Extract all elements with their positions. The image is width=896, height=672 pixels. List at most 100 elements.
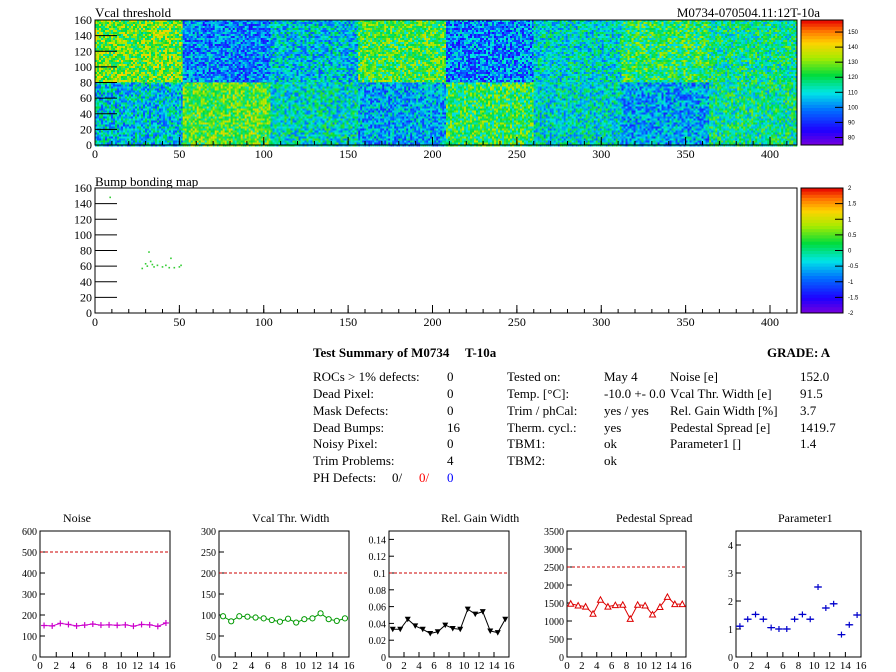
heatmap-cell — [188, 32, 191, 34]
heatmap-cell — [362, 24, 365, 26]
heatmap-cell — [171, 44, 173, 46]
heatmap-cell — [206, 32, 209, 34]
heatmap-cell — [292, 20, 295, 22]
heatmap-cell — [338, 60, 341, 62]
heatmap-cell — [440, 32, 443, 34]
heatmap-cell — [336, 32, 339, 34]
heatmap-cell — [314, 74, 317, 76]
heatmap-cell — [256, 68, 259, 70]
heatmap-cell — [336, 34, 339, 36]
heatmap-cell — [184, 68, 187, 70]
heatmap-cell — [356, 28, 359, 30]
heatmap-cell — [316, 68, 319, 70]
heatmap-cell — [139, 56, 141, 58]
heatmap-cell — [314, 22, 317, 24]
heatmap-cell — [338, 52, 341, 54]
heatmap-cell — [204, 36, 207, 38]
heatmap-cell — [388, 20, 391, 22]
heatmap-cell — [310, 60, 313, 62]
heatmap-cell — [157, 36, 159, 38]
heatmap-cell — [198, 62, 201, 64]
heatmap-cell — [117, 62, 119, 64]
heatmap-cell — [177, 56, 179, 58]
heatmap-cell — [103, 80, 105, 82]
heatmap-cell — [147, 52, 149, 54]
heatmap-cell — [408, 24, 411, 26]
heatmap-cell — [139, 70, 141, 72]
heatmap-cell — [163, 64, 165, 66]
heatmap-cell — [336, 56, 339, 58]
heatmap-cell — [210, 60, 213, 62]
heatmap-cell — [344, 64, 347, 66]
heatmap-cell — [418, 38, 421, 40]
heatmap-cell — [330, 68, 333, 70]
heatmap-cell — [302, 26, 305, 28]
heatmap-cell — [266, 74, 269, 76]
heatmap-cell — [264, 44, 267, 46]
heatmap-cell — [438, 44, 441, 46]
heatmap-cell — [192, 48, 195, 50]
heatmap-cell — [334, 58, 337, 60]
heatmap-cell — [272, 64, 275, 66]
heatmap-cell — [115, 62, 117, 64]
heatmap-cell — [238, 62, 241, 64]
heatmap-cell — [228, 42, 231, 44]
heatmap-cell — [322, 22, 325, 24]
heatmap-cell — [280, 68, 283, 70]
heatmap-cell — [406, 50, 409, 52]
heatmap-cell — [310, 52, 313, 54]
heatmap-cell — [398, 46, 401, 48]
heatmap-cell — [184, 48, 187, 50]
heatmap-cell — [246, 32, 249, 34]
heatmap-cell — [400, 48, 403, 50]
heatmap-cell — [334, 24, 337, 26]
heatmap-cell — [322, 66, 325, 68]
heatmap-cell — [280, 26, 283, 28]
heatmap-cell — [175, 22, 177, 24]
heatmap-cell — [131, 30, 133, 32]
heatmap-cell — [270, 58, 273, 60]
heatmap-cell — [282, 32, 285, 34]
heatmap-cell — [390, 40, 393, 42]
heatmap-cell — [153, 30, 155, 32]
heatmap-cell — [358, 54, 361, 56]
heatmap-cell — [208, 20, 211, 22]
heatmap-cell — [438, 38, 441, 40]
heatmap-cell — [169, 34, 171, 36]
heatmap-cell — [296, 26, 299, 28]
heatmap-cell — [109, 64, 111, 66]
heatmap-cell — [298, 66, 301, 68]
heatmap-cell — [286, 50, 289, 52]
heatmap-cell — [278, 50, 281, 52]
heatmap-cell — [444, 22, 447, 24]
heatmap-cell — [97, 48, 99, 50]
heatmap-cell — [115, 74, 117, 76]
heatmap-cell — [258, 36, 261, 38]
heatmap-cell — [127, 58, 129, 60]
heatmap-cell — [220, 66, 223, 68]
heatmap-cell — [125, 20, 127, 22]
heatmap-cell — [194, 34, 197, 36]
heatmap-cell — [177, 50, 179, 52]
heatmap-cell — [346, 52, 349, 54]
heatmap-cell — [408, 30, 411, 32]
heatmap-cell — [264, 34, 267, 36]
heatmap-cell — [135, 56, 137, 58]
heatmap-cell — [153, 72, 155, 74]
heatmap-cell — [171, 26, 173, 28]
heatmap-cell — [254, 64, 257, 66]
heatmap-cell — [424, 30, 427, 32]
heatmap-cell — [226, 32, 229, 34]
heatmap-cell — [177, 36, 179, 38]
heatmap-cell — [420, 42, 423, 44]
heatmap-cell — [392, 54, 395, 56]
heatmap-cell — [426, 44, 429, 46]
heatmap-cell — [262, 38, 265, 40]
heatmap-cell — [328, 80, 331, 82]
heatmap-cell — [198, 42, 201, 44]
heatmap-cell — [262, 62, 265, 64]
heatmap-cell — [442, 34, 445, 36]
heatmap-cell — [352, 30, 355, 32]
heatmap-cell — [282, 40, 285, 42]
heatmap-cell — [282, 70, 285, 72]
